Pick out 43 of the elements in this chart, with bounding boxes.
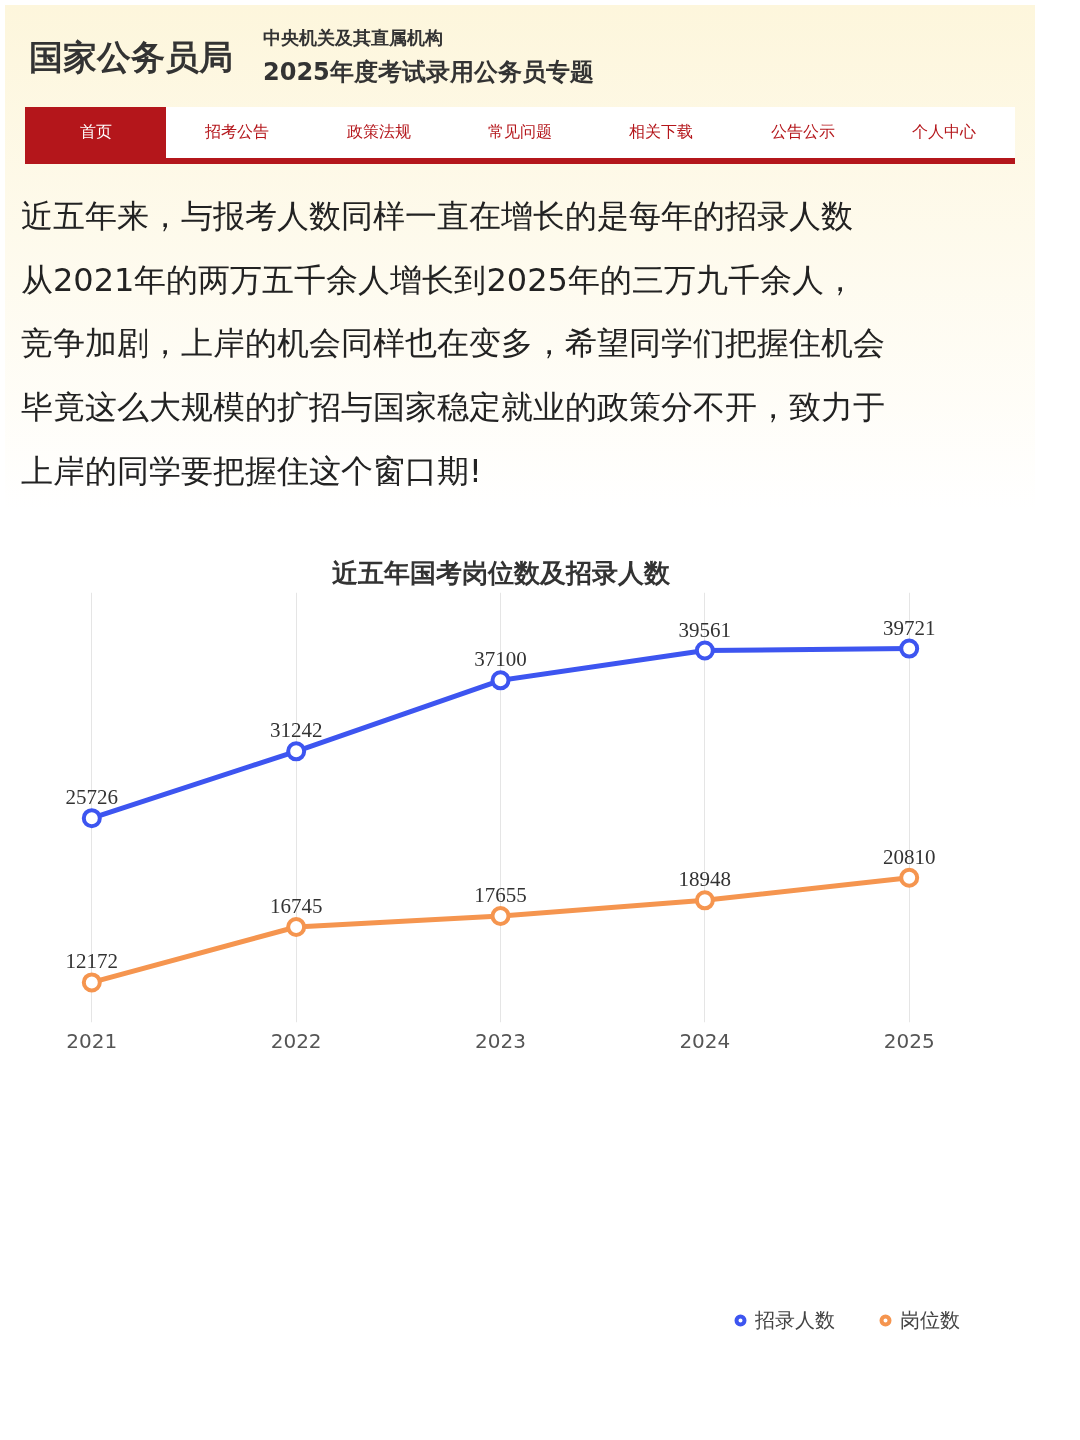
legend-label: 招录人数 [755,1306,835,1334]
x-tick-label: 2021 [66,1028,118,1053]
data-label: 18948 [678,867,732,892]
x-tick-label: 2023 [475,1028,526,1053]
x-tick-label: 2022 [270,1028,322,1053]
data-label: 17655 [474,882,527,907]
data-label: 16745 [269,894,323,919]
point [286,741,307,762]
point [490,670,511,691]
data-label: 12172 [65,949,119,974]
text: 相关下载 [590,106,733,158]
chart-title: 近五年国考岗位数及招录人数 [331,557,671,588]
point [490,906,511,926]
point [694,640,715,661]
data-label: 39561 [678,617,732,642]
text: 竞争加剧，上岸的机会同样也在变多，希望同学们把握住机会 [21,323,886,365]
data-label: 20810 [882,844,936,869]
x-tick-label: 2025 [883,1028,935,1053]
text: 公告公示 [732,106,874,158]
point [899,867,920,888]
data-label: 31242 [269,718,323,743]
x-tick-label: 2024 [679,1028,731,1053]
text: 近五年来，与报考人数同样一直在增长的是每年的招录人数 [21,195,854,237]
text: 个人中心 [873,106,1015,158]
point [81,808,102,829]
point [81,972,102,993]
text: 中央机关及其直属机构 [263,26,444,50]
text: 国家公务员局 [29,35,233,79]
text: 上岸的同学要把握住这个窗口期! [21,450,483,492]
data-label: 39721 [882,615,936,640]
text: 毕竟这么大规模的扩招与国家稳定就业的政策分不开，致力于 [21,386,886,428]
text: 从2021年的两万五千余人增长到2025年的三万九千余人， [21,259,857,301]
point [694,890,715,911]
data-label: 25726 [65,785,119,810]
text: 2025年度考试录用公务员专题 [263,56,594,88]
point [899,638,920,659]
data-label: 37100 [474,647,527,672]
point [286,917,307,937]
legend-label: 岗位数 [900,1306,960,1334]
text: 首页 [25,106,167,158]
text: 政策法规 [307,106,450,158]
text: 常见问题 [449,106,591,158]
text: 招考公告 [166,106,308,158]
